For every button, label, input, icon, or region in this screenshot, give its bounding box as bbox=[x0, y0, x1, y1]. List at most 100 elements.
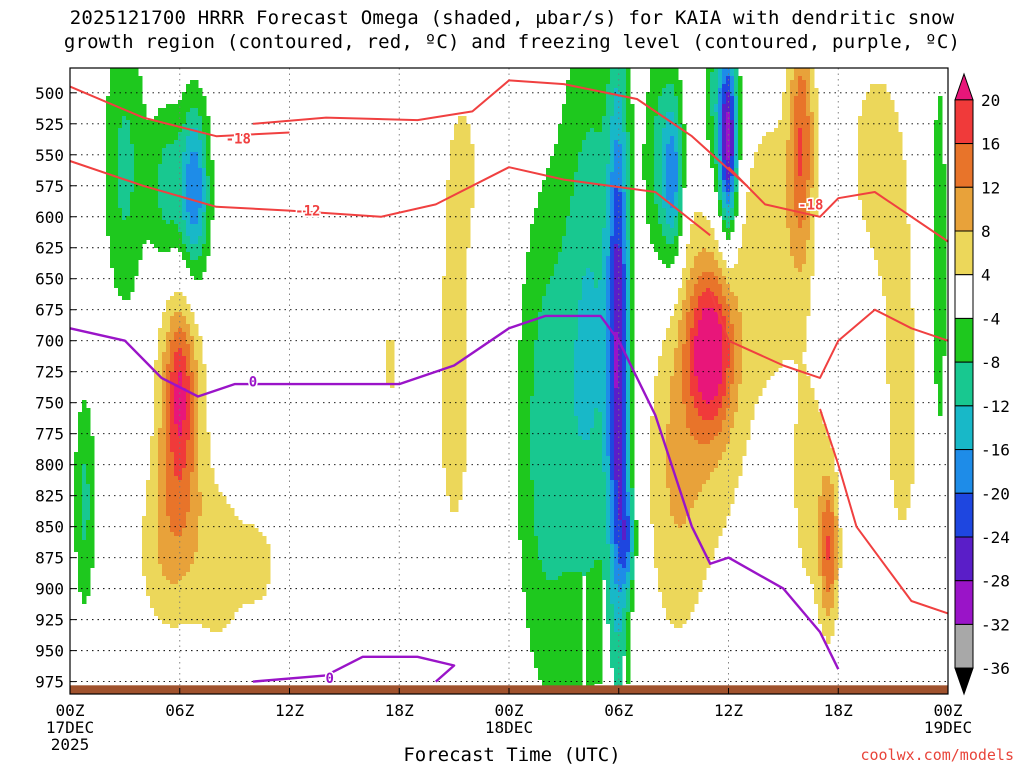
x-axis-title: Forecast Time (UTC) bbox=[403, 744, 621, 766]
omega-cell bbox=[542, 572, 547, 688]
omega-cell bbox=[538, 560, 543, 680]
omega-cell bbox=[606, 164, 611, 256]
y-tick-label: 675 bbox=[35, 301, 64, 320]
y-tick-label: 975 bbox=[35, 673, 64, 692]
omega-cell bbox=[174, 424, 179, 476]
omega-cell bbox=[82, 400, 87, 464]
freezing-level-contours: 00 bbox=[69, 314, 840, 688]
omega-cell bbox=[674, 96, 679, 124]
omega-cell bbox=[630, 104, 635, 488]
omega-cell bbox=[726, 192, 731, 204]
omega-cell bbox=[74, 452, 79, 552]
omega-cell bbox=[690, 436, 695, 508]
omega-cell bbox=[838, 528, 843, 568]
omega-cell bbox=[790, 68, 795, 80]
omega-cell bbox=[190, 244, 195, 260]
omega-cell bbox=[194, 128, 199, 152]
omega-cell bbox=[634, 520, 639, 556]
omega-cell bbox=[802, 264, 807, 352]
omega-cell bbox=[730, 428, 735, 504]
omega-cell bbox=[598, 412, 603, 560]
omega-cell bbox=[718, 432, 723, 460]
omega-cell bbox=[578, 436, 583, 572]
omega-cell bbox=[806, 116, 811, 180]
colorbar-label: -12 bbox=[981, 397, 1010, 416]
omega-cell bbox=[706, 220, 711, 252]
omega-cell bbox=[578, 152, 583, 300]
omega-cell bbox=[730, 292, 735, 324]
omega-cell bbox=[730, 120, 735, 156]
omega-cell bbox=[118, 208, 123, 296]
omega-cell bbox=[710, 252, 715, 272]
omega-cell bbox=[702, 248, 707, 272]
omega-cell bbox=[606, 256, 611, 456]
omega-cell bbox=[122, 116, 127, 220]
omega-cell bbox=[158, 564, 163, 620]
omega-cell bbox=[770, 132, 775, 376]
omega-cell bbox=[818, 496, 823, 576]
omega-cell bbox=[202, 168, 207, 212]
colorbar-swatch bbox=[954, 492, 974, 538]
omega-cell bbox=[114, 68, 119, 288]
omega-cell bbox=[706, 420, 711, 444]
omega-cell bbox=[198, 88, 203, 116]
omega-cell bbox=[586, 268, 591, 440]
omega-cell bbox=[614, 388, 619, 480]
omega-cell bbox=[162, 576, 167, 624]
omega-cell bbox=[798, 68, 803, 76]
y-tick-label: 500 bbox=[35, 84, 64, 103]
omega-cell bbox=[826, 592, 831, 616]
omega-cell bbox=[622, 520, 627, 540]
omega-cell bbox=[174, 140, 179, 224]
y-tick-label: 650 bbox=[35, 270, 64, 289]
omega-cell bbox=[174, 292, 179, 312]
omega-cell bbox=[194, 152, 199, 224]
omega-cell bbox=[174, 476, 179, 536]
omega-cell bbox=[658, 356, 663, 592]
omega-cell bbox=[174, 312, 179, 332]
omega-cell bbox=[706, 444, 711, 480]
omega-cell bbox=[674, 124, 679, 152]
omega-cell bbox=[878, 84, 883, 276]
omega-cell bbox=[626, 132, 631, 240]
omega-cell bbox=[734, 68, 739, 96]
dendritic-growth-contours: -18 -12 -18 bbox=[69, 79, 949, 615]
omega-cell bbox=[626, 516, 631, 552]
omega-cell bbox=[754, 152, 759, 404]
omega-cell bbox=[594, 132, 599, 288]
omega-cell bbox=[590, 68, 595, 128]
omega-cell bbox=[182, 244, 187, 260]
omega-cell bbox=[698, 444, 703, 492]
omega-cell bbox=[594, 68, 599, 132]
omega-cell bbox=[678, 80, 683, 124]
omega-cell bbox=[614, 68, 619, 88]
omega-cell bbox=[710, 72, 715, 116]
omega-cell bbox=[630, 552, 635, 580]
omega-cell bbox=[902, 160, 907, 520]
omega-cell bbox=[186, 304, 191, 324]
omega-cell bbox=[546, 284, 551, 580]
omega-cell bbox=[702, 420, 707, 444]
omega-cell bbox=[726, 68, 731, 76]
omega-cell bbox=[830, 448, 835, 484]
omega-cell bbox=[702, 308, 707, 400]
omega-cell bbox=[186, 136, 191, 164]
omega-cell bbox=[454, 124, 459, 512]
omega-cell bbox=[794, 424, 799, 508]
omega-cell bbox=[694, 284, 699, 308]
omega-cell bbox=[702, 484, 707, 580]
omega-cell bbox=[190, 472, 195, 564]
omega-cell bbox=[730, 68, 735, 76]
omega-cell bbox=[706, 480, 711, 568]
omega-cell bbox=[802, 364, 807, 568]
omega-cell bbox=[202, 96, 207, 132]
colorbar-swatch bbox=[954, 580, 974, 625]
omega-cell bbox=[722, 104, 727, 160]
omega-cell bbox=[78, 412, 83, 592]
omega-cell bbox=[714, 312, 719, 396]
omega-cell bbox=[662, 68, 667, 88]
omega-cell bbox=[154, 360, 159, 616]
credit-text: coolwx.com/models bbox=[860, 746, 1014, 764]
omega-cell bbox=[198, 516, 203, 624]
omega-cell bbox=[602, 228, 607, 472]
